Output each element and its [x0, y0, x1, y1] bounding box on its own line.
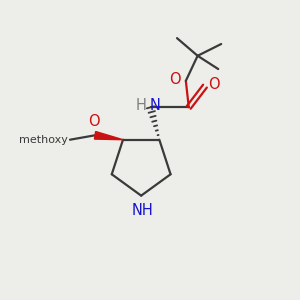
- Text: NH: NH: [132, 203, 154, 218]
- Text: methoxy: methoxy: [19, 135, 68, 145]
- Text: O: O: [88, 114, 99, 129]
- Polygon shape: [94, 131, 123, 140]
- Text: N: N: [150, 98, 161, 113]
- Text: O: O: [208, 77, 220, 92]
- Text: H: H: [135, 98, 146, 113]
- Text: O: O: [169, 72, 181, 87]
